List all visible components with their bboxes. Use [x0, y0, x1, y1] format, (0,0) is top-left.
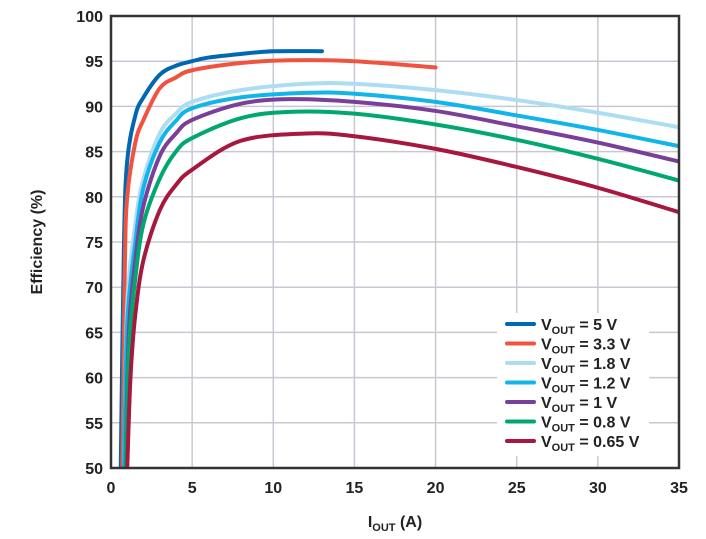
y-tick-label: 90 [85, 99, 103, 116]
legend-entry: VOUT = 1.8 V [541, 356, 631, 376]
series-line-18V [121, 81, 679, 468]
series-group [118, 49, 679, 468]
x-tick-label: 0 [107, 480, 116, 497]
legend-entry: VOUT = 3.3 V [541, 337, 631, 357]
x-tick-label: 30 [589, 480, 607, 497]
legend-entry: VOUT = 5 V [541, 317, 617, 337]
y-tick-label: 50 [85, 461, 103, 478]
series-line-12V [121, 90, 679, 468]
y-tick-label: 75 [85, 235, 103, 252]
series-line-1V [123, 97, 679, 468]
legend-entry: VOUT = 1 V [541, 395, 617, 415]
x-tick-label: 10 [264, 480, 282, 497]
y-axis-label: Efficiency (%) [29, 190, 46, 295]
series-line-08V [123, 109, 679, 468]
y-tick-label: 70 [85, 280, 103, 297]
series-line-065V [125, 131, 679, 468]
x-tick-label: 20 [427, 480, 445, 497]
legend-entry: VOUT = 0.8 V [541, 415, 631, 435]
x-axis-label: IOUT (A) [368, 514, 422, 534]
series-line-33V [120, 58, 438, 468]
y-tick-label: 80 [85, 190, 103, 207]
x-tick-label: 15 [346, 480, 364, 497]
y-tick-label: 60 [85, 371, 103, 388]
x-tick-label: 5 [188, 480, 197, 497]
y-tick-label: 85 [85, 145, 103, 162]
y-tick-label: 100 [76, 9, 103, 26]
plot-frame [109, 14, 681, 470]
y-tick-label: 55 [85, 416, 103, 433]
x-tick-label: 35 [670, 480, 688, 497]
y-tick-label: 95 [85, 54, 103, 71]
legend-entry: VOUT = 0.65 V [541, 434, 640, 454]
x-tick-label: 25 [508, 480, 526, 497]
legend-entry: VOUT = 1.2 V [541, 376, 631, 396]
y-tick-label: 65 [85, 325, 103, 342]
ticks: 0 5 10 15 20 25 30 35 50 55 60 65 70 75 80 85 90 95 100 [76, 9, 688, 497]
